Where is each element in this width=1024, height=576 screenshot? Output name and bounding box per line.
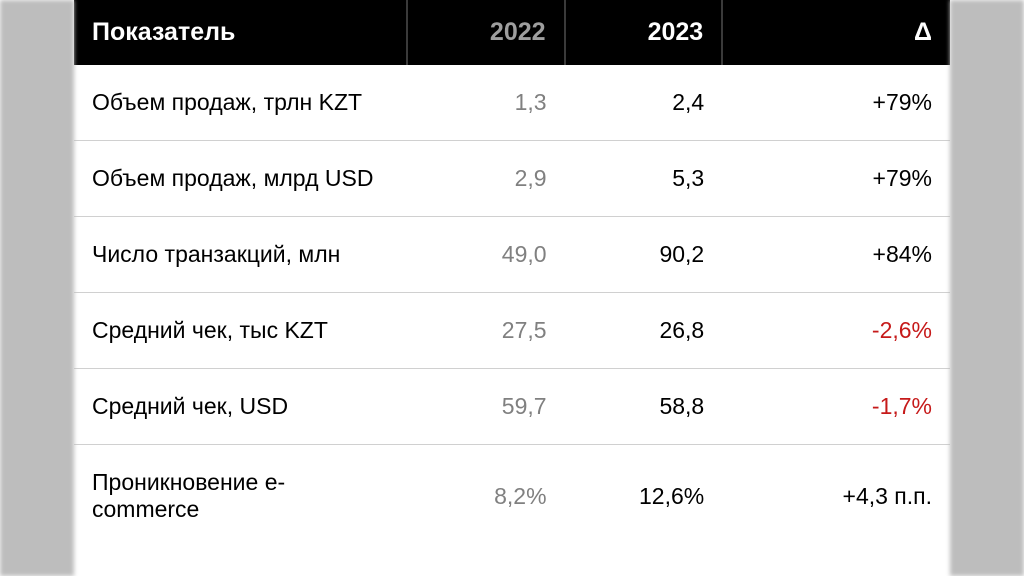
- cell-2023: 12,6%: [565, 445, 723, 548]
- col-header-metric: Показатель: [74, 0, 407, 65]
- blur-right: [950, 0, 1024, 576]
- col-header-2022: 2022: [407, 0, 565, 65]
- cell-2023: 58,8: [565, 369, 723, 445]
- cell-metric: Объем продаж, трлн KZT: [74, 65, 407, 141]
- cell-2022: 2,9: [407, 141, 565, 217]
- table-row: Средний чек, тыс KZT 27,5 26,8 -2,6%: [74, 293, 950, 369]
- cell-2023: 26,8: [565, 293, 723, 369]
- cell-metric: Проникновение e-commerce: [74, 445, 407, 548]
- cell-delta: -2,6%: [722, 293, 950, 369]
- cell-2022: 1,3: [407, 65, 565, 141]
- table-body: Объем продаж, трлн KZT 1,3 2,4 +79% Объе…: [74, 65, 950, 547]
- col-header-delta: Δ: [722, 0, 950, 65]
- cell-delta: +84%: [722, 217, 950, 293]
- table-row: Средний чек, USD 59,7 58,8 -1,7%: [74, 369, 950, 445]
- blur-left: [0, 0, 74, 576]
- cell-2023: 5,3: [565, 141, 723, 217]
- cell-2022: 27,5: [407, 293, 565, 369]
- page-root: Показатель 2022 2023 Δ Объем продаж, трл…: [0, 0, 1024, 576]
- cell-2022: 8,2%: [407, 445, 565, 548]
- table-row: Объем продаж, трлн KZT 1,3 2,4 +79%: [74, 65, 950, 141]
- table-row: Проникновение e-commerce 8,2% 12,6% +4,3…: [74, 445, 950, 548]
- cell-delta: +79%: [722, 65, 950, 141]
- cell-delta: -1,7%: [722, 369, 950, 445]
- cell-delta: +4,3 п.п.: [722, 445, 950, 548]
- table-row: Объем продаж, млрд USD 2,9 5,3 +79%: [74, 141, 950, 217]
- table-container: Показатель 2022 2023 Δ Объем продаж, трл…: [74, 0, 950, 576]
- table-header-row: Показатель 2022 2023 Δ: [74, 0, 950, 65]
- cell-delta: +79%: [722, 141, 950, 217]
- cell-metric: Объем продаж, млрд USD: [74, 141, 407, 217]
- cell-metric: Число транзакций, млн: [74, 217, 407, 293]
- cell-2023: 2,4: [565, 65, 723, 141]
- table-row: Число транзакций, млн 49,0 90,2 +84%: [74, 217, 950, 293]
- metrics-table: Показатель 2022 2023 Δ Объем продаж, трл…: [74, 0, 950, 547]
- cell-metric: Средний чек, USD: [74, 369, 407, 445]
- cell-metric: Средний чек, тыс KZT: [74, 293, 407, 369]
- cell-2023: 90,2: [565, 217, 723, 293]
- cell-2022: 49,0: [407, 217, 565, 293]
- col-header-2023: 2023: [565, 0, 723, 65]
- cell-2022: 59,7: [407, 369, 565, 445]
